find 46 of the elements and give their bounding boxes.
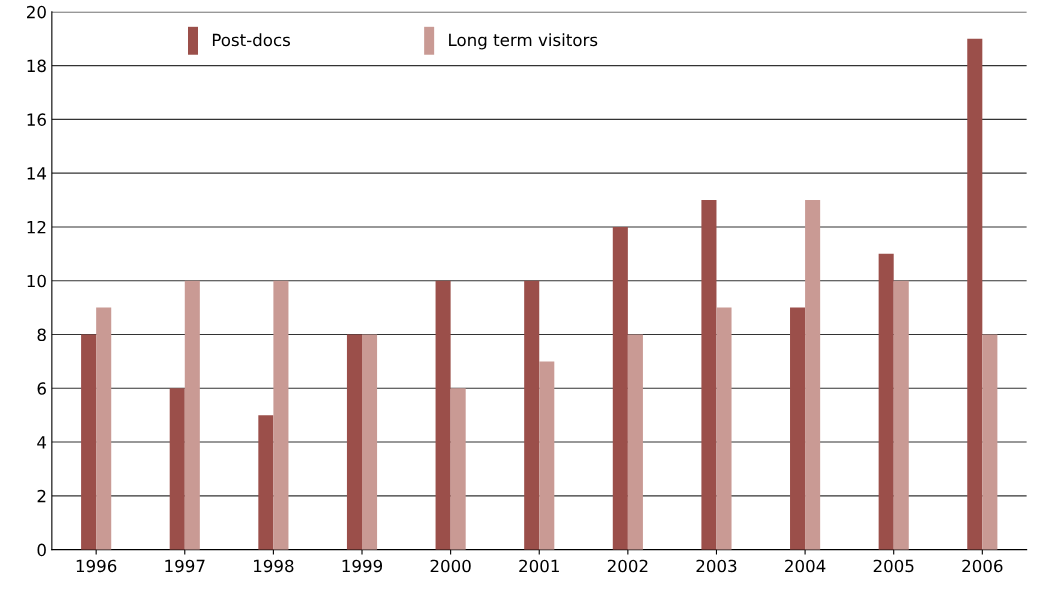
y-tick-label: 16 bbox=[27, 113, 46, 126]
y-tick-label: 2 bbox=[37, 489, 46, 503]
bar bbox=[701, 200, 717, 550]
x-tick-label: 2001 bbox=[519, 559, 559, 573]
bar bbox=[362, 334, 378, 550]
x-tick-label: 1999 bbox=[342, 559, 383, 573]
bar bbox=[435, 280, 451, 550]
y-tick-label: 8 bbox=[37, 328, 46, 342]
x-tick-label: 2006 bbox=[962, 559, 1003, 573]
bar bbox=[346, 334, 363, 550]
y-tick-label: 0 bbox=[37, 543, 46, 557]
bar bbox=[96, 307, 112, 550]
y-tick-label: 10 bbox=[27, 274, 46, 288]
bar bbox=[169, 388, 185, 550]
x-tick-label: 2004 bbox=[785, 559, 826, 573]
bar bbox=[878, 253, 894, 550]
x-tick-label: 1998 bbox=[254, 559, 294, 573]
x-tick-label: 2000 bbox=[430, 559, 471, 573]
y-tick-label: 12 bbox=[27, 220, 46, 234]
bar bbox=[524, 280, 540, 550]
bar bbox=[81, 334, 97, 550]
bar bbox=[184, 280, 200, 550]
bar bbox=[450, 388, 466, 550]
bar bbox=[967, 38, 983, 550]
y-tick-label: 20 bbox=[27, 5, 46, 19]
x-tick-label: 2005 bbox=[873, 559, 914, 573]
bar bbox=[273, 280, 289, 550]
bar bbox=[258, 415, 274, 550]
bar bbox=[790, 307, 806, 550]
bar bbox=[539, 361, 555, 550]
bar bbox=[627, 334, 643, 550]
bar bbox=[893, 280, 909, 550]
bar bbox=[982, 334, 998, 550]
bar bbox=[716, 307, 732, 550]
x-tick-label: 1996 bbox=[76, 559, 117, 573]
legend-label: Long term visitors bbox=[449, 33, 598, 50]
legend-label: Post-docs bbox=[212, 33, 290, 47]
y-tick-label: 18 bbox=[27, 59, 46, 73]
y-tick-label: 4 bbox=[37, 436, 47, 449]
bar bbox=[612, 226, 628, 550]
x-tick-label: 1997 bbox=[165, 559, 205, 573]
y-tick-label: 6 bbox=[37, 382, 46, 395]
bar bbox=[805, 200, 821, 550]
y-tick-label: 14 bbox=[27, 167, 47, 180]
x-tick-label: 2003 bbox=[696, 559, 737, 573]
x-tick-label: 2002 bbox=[607, 559, 648, 573]
